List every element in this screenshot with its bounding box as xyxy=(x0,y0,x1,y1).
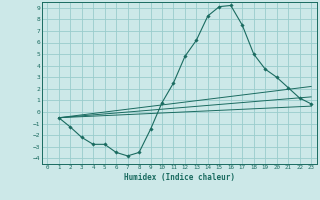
X-axis label: Humidex (Indice chaleur): Humidex (Indice chaleur) xyxy=(124,173,235,182)
